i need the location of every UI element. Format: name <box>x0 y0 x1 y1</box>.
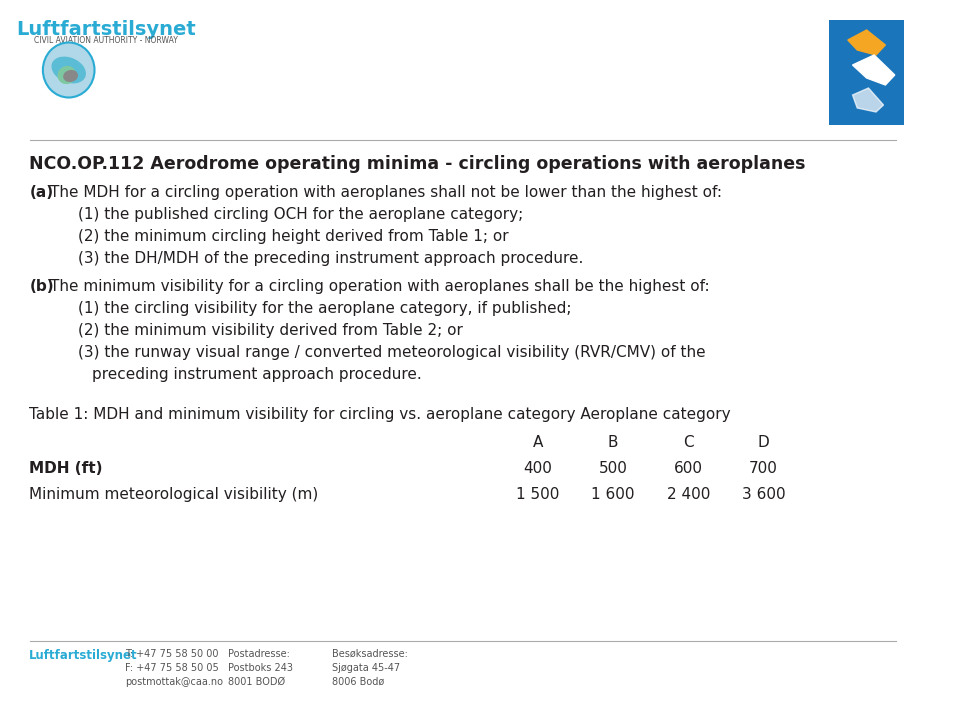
Text: Minimum meteorological visibility (m): Minimum meteorological visibility (m) <box>29 487 319 502</box>
Text: T: +47 75 58 50 00
F: +47 75 58 50 05
postmottak@caa.no: T: +47 75 58 50 00 F: +47 75 58 50 05 po… <box>125 649 223 687</box>
Text: Luftfartstilsynet: Luftfartstilsynet <box>16 20 196 39</box>
Text: Luftfartstilsynet: Luftfartstilsynet <box>29 649 138 662</box>
Text: D: D <box>757 435 769 450</box>
Text: NCO.OP.112 Aerodrome operating minima - circling operations with aeroplanes: NCO.OP.112 Aerodrome operating minima - … <box>29 155 805 173</box>
Text: Table 1: MDH and minimum visibility for circling vs. aeroplane category Aeroplan: Table 1: MDH and minimum visibility for … <box>29 407 731 422</box>
Text: (1) the circling visibility for the aeroplane category, if published;: (1) the circling visibility for the aero… <box>78 301 571 316</box>
Text: (a): (a) <box>29 185 54 200</box>
Text: 500: 500 <box>599 461 628 476</box>
Text: (2) the minimum circling height derived from Table 1; or: (2) the minimum circling height derived … <box>78 229 509 244</box>
Text: 400: 400 <box>523 461 553 476</box>
Text: (3) the DH/MDH of the preceding instrument approach procedure.: (3) the DH/MDH of the preceding instrume… <box>78 251 584 266</box>
Text: preceding instrument approach procedure.: preceding instrument approach procedure. <box>92 367 421 382</box>
Text: (2) the minimum visibility derived from Table 2; or: (2) the minimum visibility derived from … <box>78 323 463 338</box>
Text: A: A <box>533 435 543 450</box>
Polygon shape <box>848 30 885 55</box>
Polygon shape <box>852 88 883 112</box>
Text: 2 400: 2 400 <box>666 487 710 502</box>
Text: C: C <box>683 435 693 450</box>
Text: (1) the published circling OCH for the aeroplane category;: (1) the published circling OCH for the a… <box>78 207 523 222</box>
Ellipse shape <box>63 70 78 82</box>
Text: B: B <box>608 435 618 450</box>
Text: (b): (b) <box>29 279 54 294</box>
Text: 700: 700 <box>749 461 778 476</box>
Text: Postadresse:
Postboks 243
8001 BODØ: Postadresse: Postboks 243 8001 BODØ <box>228 649 294 687</box>
Text: MDH (ft): MDH (ft) <box>29 461 103 476</box>
Text: The minimum visibility for a circling operation with aeroplanes shall be the hig: The minimum visibility for a circling op… <box>50 279 709 294</box>
Ellipse shape <box>58 66 76 84</box>
Text: 600: 600 <box>674 461 703 476</box>
Ellipse shape <box>52 57 86 83</box>
Text: (3) the runway visual range / converted meteorological visibility (RVR/CMV) of t: (3) the runway visual range / converted … <box>78 345 706 360</box>
Text: CIVIL AVIATION AUTHORITY - NORWAY: CIVIL AVIATION AUTHORITY - NORWAY <box>35 36 179 45</box>
Text: 3 600: 3 600 <box>741 487 785 502</box>
Ellipse shape <box>43 43 94 97</box>
Polygon shape <box>852 55 895 85</box>
Text: 1 600: 1 600 <box>591 487 635 502</box>
FancyBboxPatch shape <box>829 20 904 125</box>
Text: The MDH for a circling operation with aeroplanes shall not be lower than the hig: The MDH for a circling operation with ae… <box>50 185 722 200</box>
Text: Besøksadresse:
Sjøgata 45-47
8006 Bodø: Besøksadresse: Sjøgata 45-47 8006 Bodø <box>331 649 407 687</box>
Text: 1 500: 1 500 <box>516 487 560 502</box>
